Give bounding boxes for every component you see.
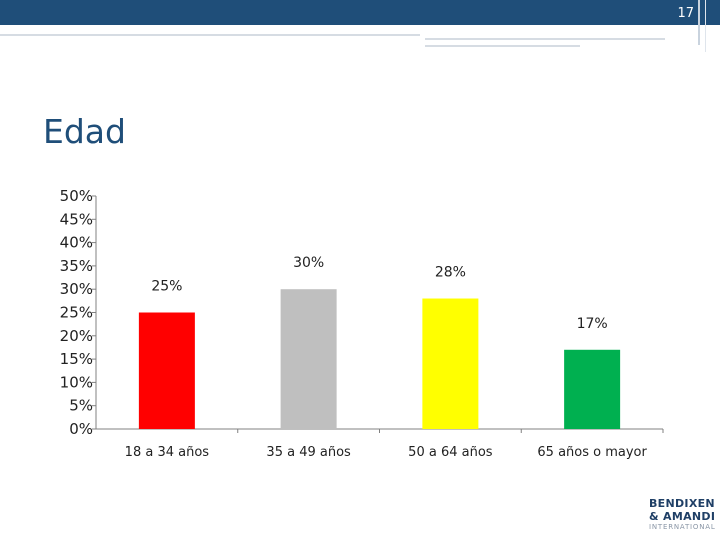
x-category-label: 50 a 64 años [408, 445, 493, 460]
logo-line2: & AMANDI [649, 510, 716, 523]
y-tick-label: 15% [60, 350, 93, 368]
decorative-line [425, 45, 580, 47]
y-tick-label: 10% [60, 373, 93, 391]
y-tick-label: 30% [60, 280, 93, 298]
y-tick-label: 5% [69, 397, 93, 415]
logo-line1: BENDIXEN [649, 497, 715, 510]
data-label: 25% [151, 279, 182, 295]
decorative-line [0, 34, 420, 36]
bar [138, 312, 195, 429]
bar [280, 289, 337, 429]
x-category-label: 35 a 49 años [266, 445, 351, 460]
header-divider [698, 0, 700, 45]
slide-title: Edad [43, 112, 126, 151]
header-bar [0, 0, 720, 25]
y-tick-label: 50% [60, 187, 93, 205]
x-category-label: 65 años o mayor [537, 445, 647, 460]
y-tick-label: 0% [69, 420, 93, 438]
data-label: 17% [577, 316, 608, 332]
y-tick-label: 25% [60, 304, 93, 322]
logo-line3: INTERNATIONAL [649, 523, 716, 531]
y-tick-label: 20% [60, 327, 93, 345]
y-tick-label: 35% [60, 257, 93, 275]
company-logo: BENDIXEN & AMANDI INTERNATIONAL [649, 498, 719, 531]
x-category-label: 18 a 34 años [125, 445, 210, 460]
data-label: 30% [293, 255, 324, 271]
bar [564, 349, 621, 429]
bar [422, 298, 479, 429]
page-number: 17 [677, 6, 694, 21]
y-tick-label: 45% [60, 210, 93, 228]
decorative-line [425, 38, 665, 40]
y-tick-label: 40% [60, 234, 93, 252]
data-label: 28% [435, 265, 466, 281]
header-divider-secondary [705, 0, 706, 52]
